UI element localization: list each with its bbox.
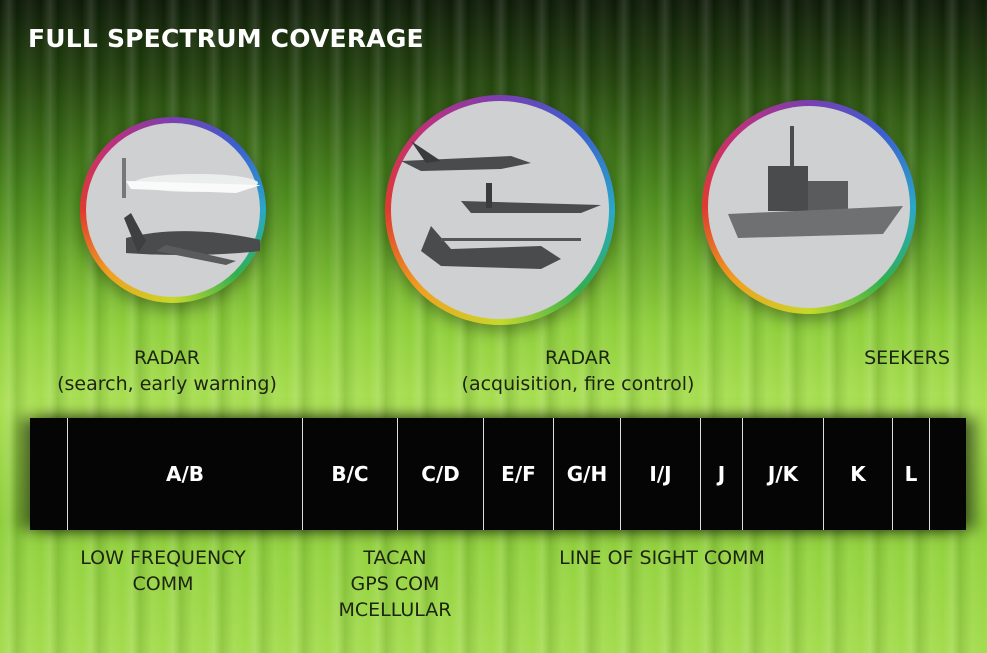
band-cell: I/J <box>620 418 700 530</box>
band-cell: J/K <box>742 418 823 530</box>
band-cell: B/C <box>302 418 397 530</box>
label-line: SEEKERS <box>864 345 950 371</box>
aircraft-icon <box>80 117 266 303</box>
label-line: LOW FREQUENCY <box>80 545 245 571</box>
application-label: RADAR(search, early warning) <box>57 345 277 397</box>
label-line: RADAR <box>57 345 277 371</box>
label-line: LINE OF SIGHT COMM <box>559 545 765 571</box>
application-label: RADAR(acquisition, fire control) <box>462 345 695 397</box>
drone-illustration <box>86 123 260 297</box>
aircraft-illustration <box>391 101 609 319</box>
infographic: FULL SPECTRUM COVERAGE <box>0 0 987 653</box>
label-line: COMM <box>80 571 245 597</box>
title: FULL SPECTRUM COVERAGE <box>28 24 424 53</box>
band-cell: C/D <box>397 418 483 530</box>
label-line: GPS COM <box>338 571 451 597</box>
label-line: RADAR <box>462 345 695 371</box>
band-cell: A/B <box>67 418 302 530</box>
ship-illustration <box>708 106 910 308</box>
band-cell: L <box>892 418 930 530</box>
application-label: SEEKERS <box>864 345 950 371</box>
aircraft-icon <box>385 95 615 325</box>
label-line: MCELLULAR <box>338 597 451 623</box>
use-label: LINE OF SIGHT COMM <box>559 545 765 571</box>
band-cell: E/F <box>483 418 553 530</box>
band-cell: J <box>700 418 742 530</box>
label-line: TACAN <box>338 545 451 571</box>
label-line: (search, early warning) <box>57 371 277 397</box>
ship-icon <box>702 100 916 314</box>
label-line: (acquisition, fire control) <box>462 371 695 397</box>
band-cell: G/H <box>553 418 620 530</box>
band-cell: K <box>823 418 892 530</box>
